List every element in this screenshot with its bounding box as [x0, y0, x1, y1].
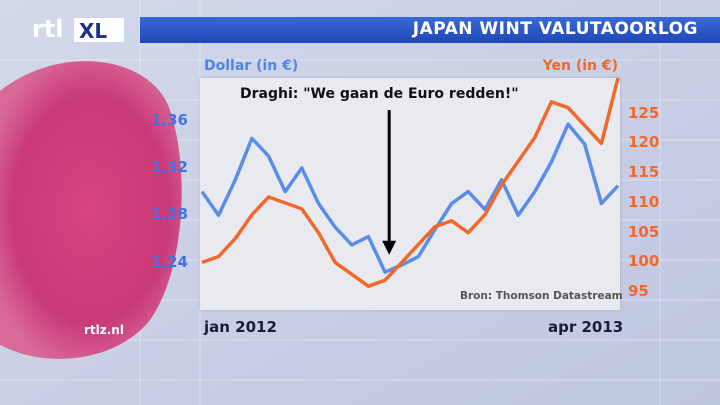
series-line-dollar [200, 122, 620, 274]
series-line-yen [201, 78, 620, 288]
decorative-shape [0, 61, 182, 359]
right-tick-label: 125 [628, 103, 660, 122]
right-tick-label: 115 [628, 163, 660, 182]
logo-xl: XL [79, 19, 107, 43]
title-banner: JAPAN WINT VALUTAOORLOG [140, 17, 720, 43]
right-tick-label: 120 [628, 133, 660, 152]
x-end-label: apr 2013 [548, 318, 624, 336]
x-start-label: jan 2012 [204, 318, 277, 336]
right-tick-label: 110 [628, 192, 660, 211]
left-tick-label: 1,24 [150, 252, 188, 271]
annotation-arrow-head [382, 240, 397, 255]
right-tick-label: 95 [628, 282, 649, 301]
plot-area [200, 78, 620, 310]
left-tick-label: 1,28 [150, 205, 188, 224]
right-tick-label: 100 [628, 252, 660, 271]
left-tick-label: 1,32 [150, 157, 188, 176]
chart-svg [200, 78, 620, 288]
annotation-text: Draghi: "We gaan de Euro redden!" [240, 86, 519, 102]
logo-rtl: rtl [32, 15, 64, 43]
right-tick-label: 105 [628, 222, 660, 241]
watermark-rtlz: rtlz.nl [84, 323, 124, 337]
chart-title: JAPAN WINT VALUTAOORLOG [412, 19, 698, 39]
rtl-xl-logo: rtl XL [32, 15, 124, 43]
right-axis-label: Yen (in €) [542, 58, 618, 74]
source-note: Bron: Thomson Datastream [460, 290, 623, 302]
left-axis-label: Dollar (in €) [204, 58, 299, 74]
left-tick-label: 1,36 [150, 110, 188, 129]
